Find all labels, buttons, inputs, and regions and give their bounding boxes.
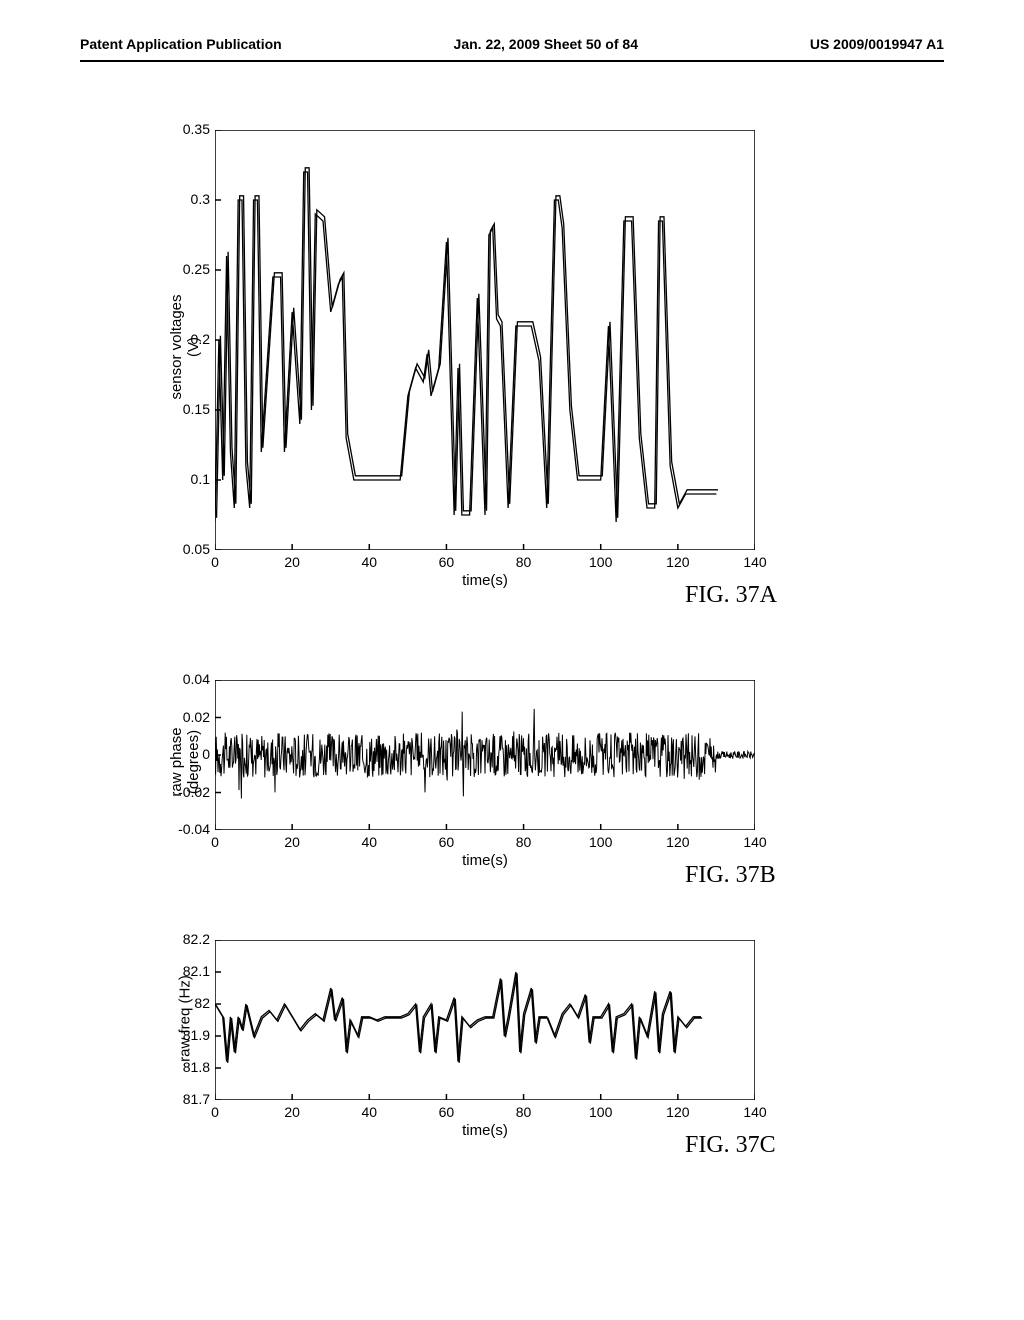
xtick-label: 80 xyxy=(509,554,539,570)
ytick-label: 0.35 xyxy=(165,121,210,137)
xtick-label: 120 xyxy=(663,554,693,570)
xtick-label: 60 xyxy=(431,1104,461,1120)
ytick-label: 0 xyxy=(165,746,210,762)
ytick-label: 0.15 xyxy=(165,401,210,417)
xtick-label: 100 xyxy=(586,554,616,570)
fig-label-37a: FIG. 37A xyxy=(685,582,777,609)
xtick-label: 80 xyxy=(509,834,539,850)
ytick-label: 81.8 xyxy=(165,1059,210,1075)
xtick-label: 20 xyxy=(277,554,307,570)
ytick-label: 0.25 xyxy=(165,261,210,277)
fig-label-37b: FIG. 37B xyxy=(685,862,776,889)
xtick-label: 60 xyxy=(431,834,461,850)
xtick-label: 0 xyxy=(200,834,230,850)
chart-a-ylabel: sensor voltages (V) xyxy=(168,287,202,407)
xtick-label: 140 xyxy=(740,554,770,570)
xtick-label: 120 xyxy=(663,1104,693,1120)
xtick-label: 40 xyxy=(354,834,384,850)
ytick-label: 82 xyxy=(165,995,210,1011)
ytick-label: -0.02 xyxy=(165,784,210,800)
fig-label-37c: FIG. 37C xyxy=(685,1132,776,1159)
xtick-label: 140 xyxy=(740,834,770,850)
ytick-label: 82.1 xyxy=(165,963,210,979)
ytick-label: 0.2 xyxy=(165,331,210,347)
header-right: US 2009/0019947 A1 xyxy=(810,36,944,52)
xtick-label: 140 xyxy=(740,1104,770,1120)
xtick-label: 60 xyxy=(431,554,461,570)
xtick-label: 40 xyxy=(354,1104,384,1120)
xtick-label: 20 xyxy=(277,834,307,850)
ytick-label: 0.1 xyxy=(165,471,210,487)
xtick-label: 80 xyxy=(509,1104,539,1120)
chart-c-xlabel: time(s) xyxy=(455,1122,515,1139)
xtick-label: 0 xyxy=(200,1104,230,1120)
ytick-label: 81.9 xyxy=(165,1027,210,1043)
chart-a-xlabel: time(s) xyxy=(455,572,515,589)
chart-a xyxy=(215,130,755,550)
ytick-label: 82.2 xyxy=(165,931,210,947)
xtick-label: 40 xyxy=(354,554,384,570)
header-center: Jan. 22, 2009 Sheet 50 of 84 xyxy=(454,36,638,52)
chart-b-xlabel: time(s) xyxy=(455,852,515,869)
header-divider xyxy=(80,60,944,62)
xtick-label: 20 xyxy=(277,1104,307,1120)
ytick-label: 0.04 xyxy=(165,671,210,687)
xtick-label: 100 xyxy=(586,834,616,850)
patent-header: Patent Application Publication Jan. 22, … xyxy=(0,36,1024,52)
chart-b xyxy=(215,680,755,830)
xtick-label: 0 xyxy=(200,554,230,570)
ytick-label: 0.02 xyxy=(165,709,210,725)
ytick-label: 0.3 xyxy=(165,191,210,207)
xtick-label: 120 xyxy=(663,834,693,850)
header-left: Patent Application Publication xyxy=(80,36,282,52)
xtick-label: 100 xyxy=(586,1104,616,1120)
chart-c xyxy=(215,940,755,1100)
